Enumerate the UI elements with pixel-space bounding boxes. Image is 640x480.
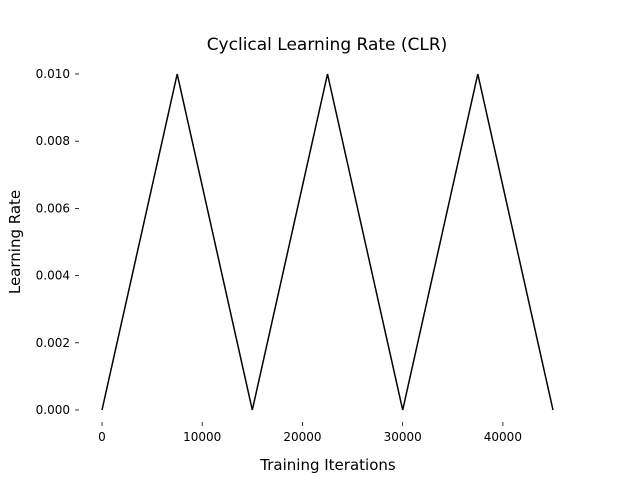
chart-title: Cyclical Learning Rate (CLR) [207, 35, 448, 55]
y-axis-title: Learning Rate [6, 190, 24, 294]
x-tick-label: 0 [98, 430, 106, 444]
series-layer [101, 73, 554, 411]
x-axis: 0 10000 20000 30000 40000 [98, 422, 522, 444]
y-axis: 0.000 0.002 0.004 0.006 0.008 0.010 [36, 67, 79, 417]
y-tick-label: 0.008 [36, 134, 70, 148]
y-tick-label: 0.000 [36, 403, 70, 417]
y-tick-label: 0.006 [36, 201, 70, 215]
x-tick-label: 10000 [183, 430, 221, 444]
x-axis-title: Training Iterations [259, 456, 396, 474]
x-tick-label: 40000 [484, 430, 522, 444]
y-tick-label: 0.002 [36, 336, 70, 350]
y-tick-label: 0.004 [36, 269, 70, 283]
x-tick-label: 20000 [283, 430, 321, 444]
x-tick-label: 30000 [384, 430, 422, 444]
y-tick-label: 0.010 [36, 67, 70, 81]
series-line [101, 73, 554, 411]
